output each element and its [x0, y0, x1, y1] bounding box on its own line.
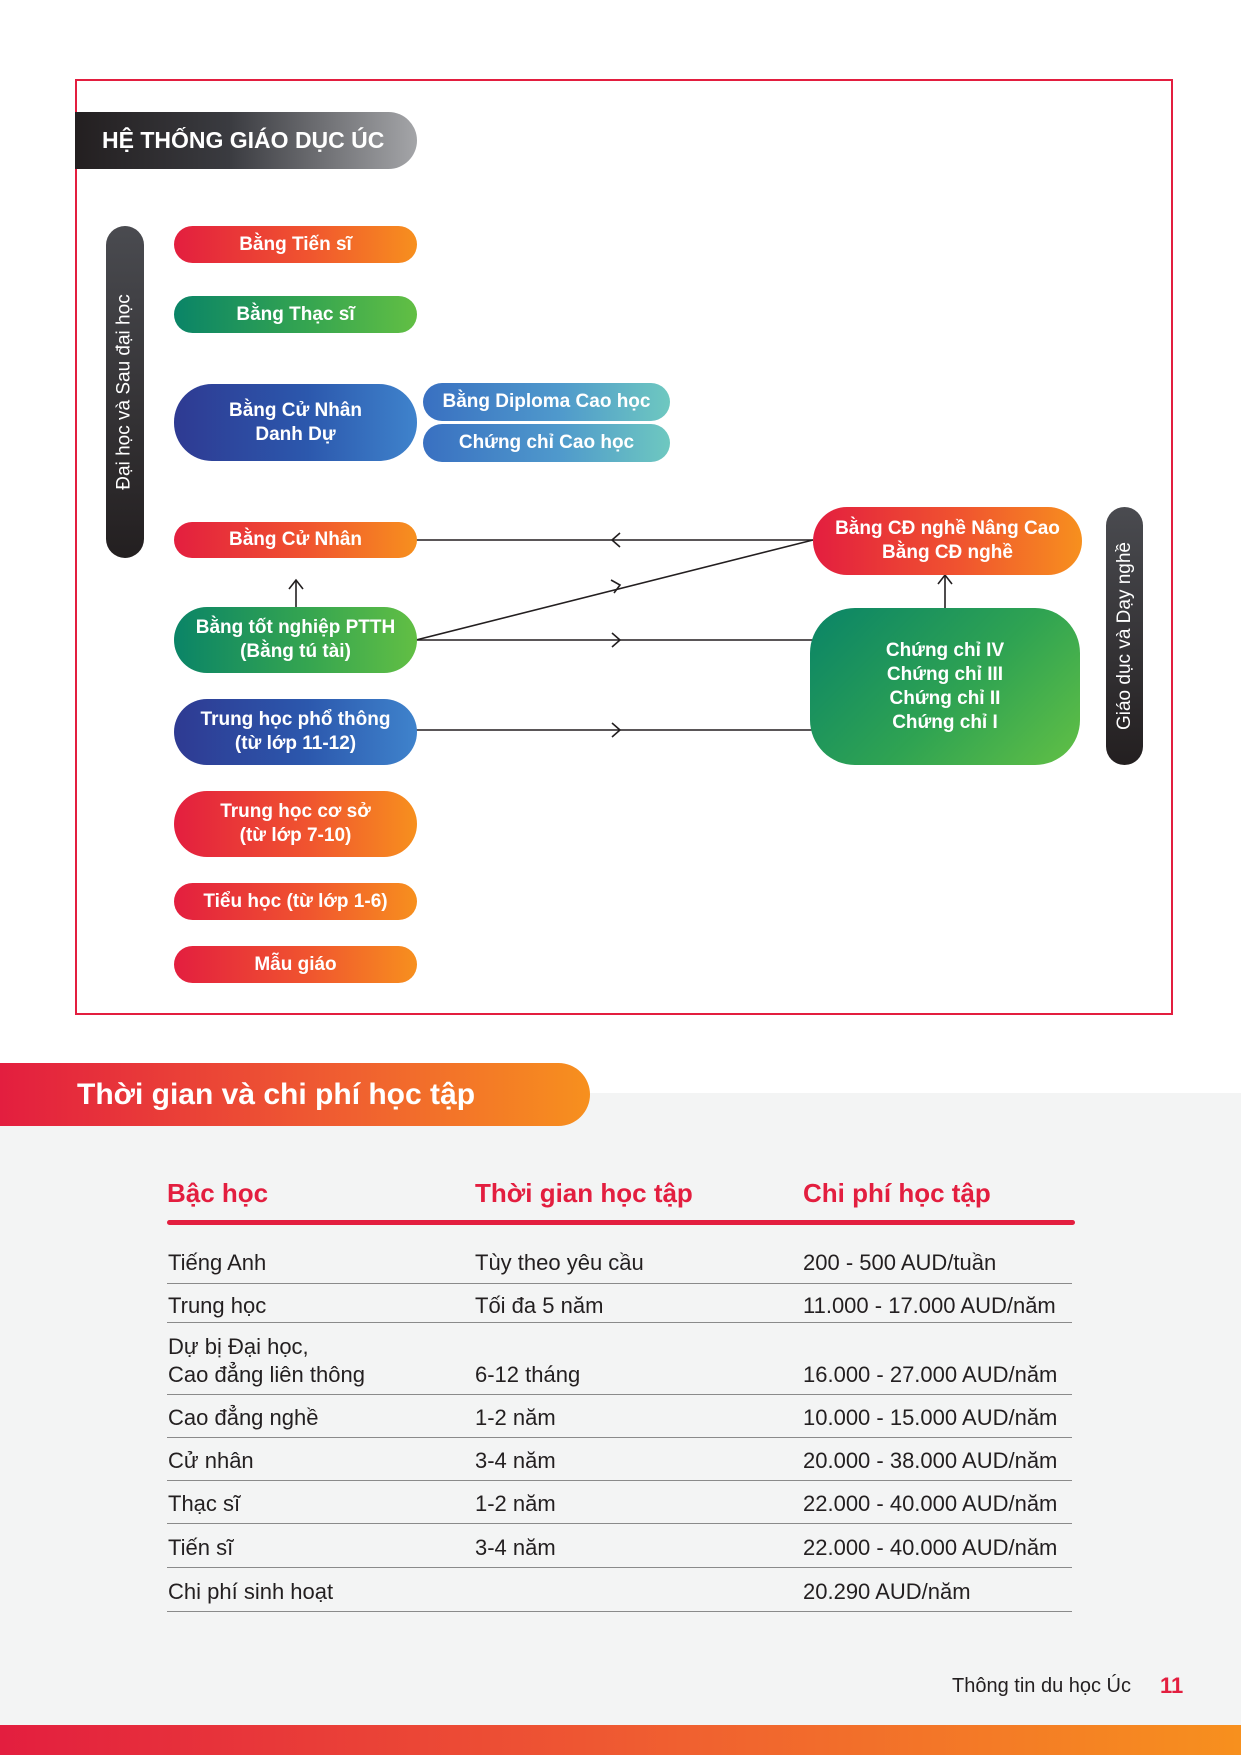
diagram-title: HỆ THỐNG GIÁO DỤC ÚC — [75, 112, 417, 169]
table-cell: Tiến sĩ — [168, 1535, 234, 1560]
node-grad-certificate: Chứng chỉ Cao học — [423, 424, 670, 462]
arrow-right-icon — [611, 632, 622, 648]
node-certificates: Chứng chỉ IV Chứng chỉ III Chứng chỉ II … — [810, 608, 1080, 765]
node-primary: Tiểu học (từ lớp 1-6) — [174, 883, 417, 920]
table-header-rule — [167, 1220, 1075, 1225]
bottom-accent-bar — [0, 1725, 1241, 1755]
node-honours: Bằng Cử Nhân Danh Dự — [174, 384, 417, 461]
table-cell: 1-2 năm — [475, 1405, 556, 1430]
table-cell: 1-2 năm — [475, 1491, 556, 1516]
table-row: Cử nhân 3-4 năm 20.000 - 38.000 AUD/năm — [167, 1438, 1072, 1481]
table-cell: 3-4 năm — [475, 1535, 556, 1560]
table-cell: 16.000 - 27.000 AUD/năm — [803, 1362, 1058, 1387]
table-header-duration: Thời gian học tập — [475, 1178, 693, 1208]
table-cell: 200 - 500 AUD/tuần — [803, 1250, 997, 1275]
table-cell: Thạc sĩ — [168, 1491, 241, 1516]
table-cell: 20.000 - 38.000 AUD/năm — [803, 1448, 1058, 1473]
node-advanced-diploma: Bằng CĐ nghề Nâng Cao Bằng CĐ nghề — [813, 507, 1082, 575]
costs-section-background — [0, 1093, 1241, 1725]
higher-education-label: Đại học và Sau đại học — [106, 226, 144, 558]
diagram-frame — [75, 79, 1173, 1015]
table-header-level: Bậc học — [167, 1178, 269, 1208]
arrow-right-icon — [610, 579, 622, 594]
line-hsc-to-advdip — [415, 539, 814, 641]
footer-text: Thông tin du học Úc — [952, 1675, 1131, 1697]
node-junior-secondary: Trung học cơ sở (từ lớp 7-10) — [174, 791, 417, 857]
table-cell: 3-4 năm — [475, 1448, 556, 1473]
table-header-cost: Chi phí học tập — [803, 1178, 991, 1208]
vocational-education-label: Giáo dục và Dạy nghề — [1106, 507, 1143, 765]
table-cell: 11.000 - 17.000 AUD/năm — [803, 1293, 1056, 1318]
node-grad-diploma: Bằng Diploma Cao học — [423, 383, 670, 421]
page-number: 11 — [1160, 1673, 1184, 1698]
table-cell: Cử nhân — [168, 1448, 254, 1473]
table-cell: Tối đa 5 năm — [475, 1293, 604, 1318]
table-row: Tiếng Anh Tùy theo yêu cầu 200 - 500 AUD… — [167, 1243, 1072, 1284]
table-cell: 20.290 AUD/năm — [803, 1579, 971, 1604]
node-doctorate: Bằng Tiến sĩ — [174, 226, 417, 263]
node-hsc: Bằng tốt nghiệp PTTH (Bằng tú tài) — [174, 607, 417, 673]
arrow-left-icon — [610, 532, 621, 548]
arrow-up-icon — [937, 573, 953, 585]
table-cell: Tùy theo yêu cầu — [475, 1250, 644, 1275]
table-row: Cao đẳng nghề 1-2 năm 10.000 - 15.000 AU… — [167, 1395, 1072, 1438]
node-senior-secondary: Trung học phổ thông (từ lớp 11-12) — [174, 699, 417, 765]
table-row: Chi phí sinh hoạt 20.290 AUD/năm — [167, 1568, 1072, 1612]
table-cell: Tiếng Anh — [168, 1250, 267, 1275]
node-bachelor: Bằng Cử Nhân — [174, 522, 417, 558]
costs-section-title: Thời gian và chi phí học tập — [0, 1063, 590, 1126]
table-cell: 22.000 - 40.000 AUD/năm — [803, 1491, 1058, 1516]
table-cell: 6-12 tháng — [475, 1362, 581, 1387]
node-masters: Bằng Thạc sĩ — [174, 296, 417, 333]
table-cell: Chi phí sinh hoạt — [168, 1579, 334, 1604]
arrow-right-icon — [611, 722, 622, 738]
table-cell: Trung học — [168, 1293, 267, 1318]
table-row: Thạc sĩ 1-2 năm 22.000 - 40.000 AUD/năm — [167, 1481, 1072, 1524]
table-cell: Cao đẳng nghề — [168, 1405, 319, 1430]
table-cell: 10.000 - 15.000 AUD/năm — [803, 1405, 1058, 1430]
arrow-up-icon — [288, 578, 304, 590]
connector-lines — [288, 532, 953, 738]
table-row: Trung học Tối đa 5 năm 11.000 - 17.000 A… — [167, 1284, 1072, 1323]
table-cell: Dự bị Đại học, Cao đẳng liên thông — [168, 1334, 365, 1387]
table-row: Dự bị Đại học, Cao đẳng liên thông 6-12 … — [167, 1323, 1072, 1395]
table-row: Tiến sĩ 3-4 năm 22.000 - 40.000 AUD/năm — [167, 1524, 1072, 1568]
table-cell: 22.000 - 40.000 AUD/năm — [803, 1535, 1058, 1560]
node-kindergarten: Mẫu giáo — [174, 946, 417, 983]
